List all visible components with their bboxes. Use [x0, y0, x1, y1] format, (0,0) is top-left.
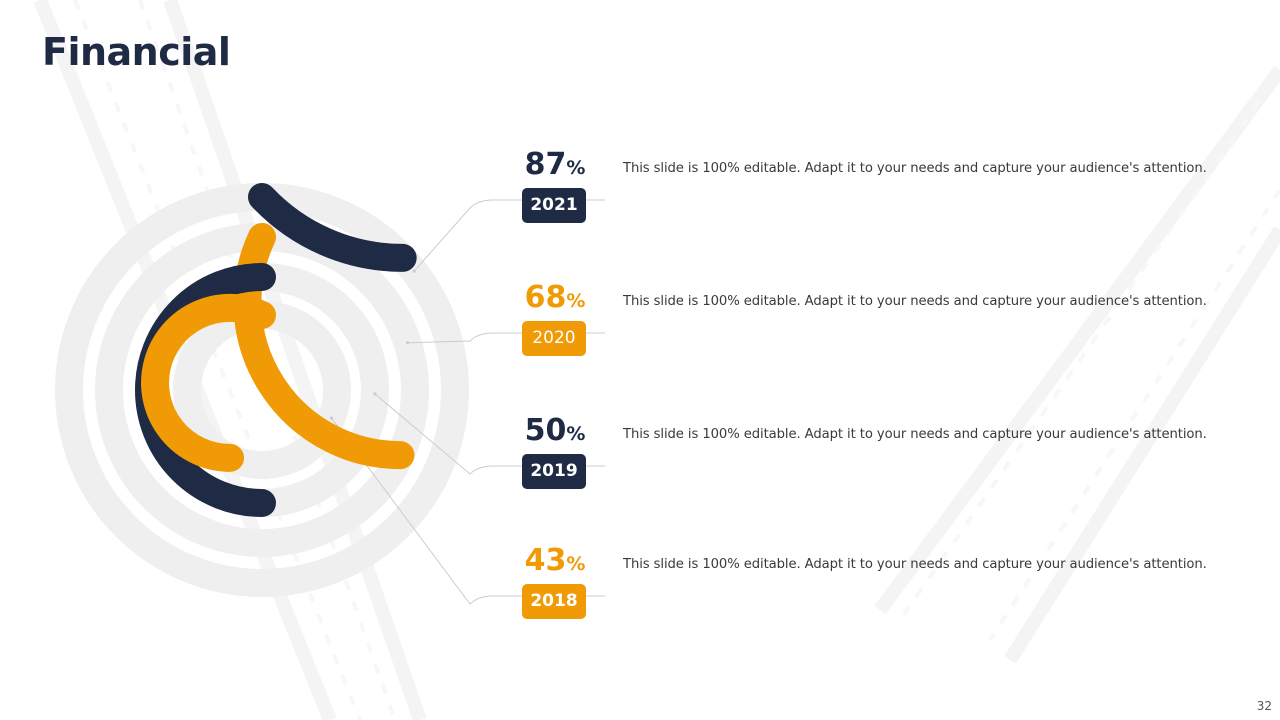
connector-line-2018: [331, 417, 605, 605]
year-badge: 2021: [522, 188, 586, 223]
percentage-number: 43: [524, 543, 567, 578]
ring-arc-2018: [141, 293, 276, 472]
percentage-sign: %: [566, 553, 586, 575]
legend-entry-2018: 43% 2018 This slide is 100% editable. Adap…: [500, 544, 1220, 654]
description-text: This slide is 100% editable. Adapt it to…: [623, 557, 1207, 572]
percentage-sign: %: [566, 157, 586, 179]
year-badge: 2018: [522, 584, 586, 619]
description-text: This slide is 100% editable. Adapt it to…: [623, 427, 1207, 442]
description-text: This slide is 100% editable. Adapt it to…: [623, 161, 1207, 176]
slide-title: Financial: [42, 30, 231, 74]
connector-end-2018: [329, 416, 334, 420]
connector-line-2021: [413, 199, 605, 272]
connector-end-2020: [405, 341, 410, 345]
connector-line-2020: [407, 332, 605, 344]
legend-entry-2021: 87% 2021 This slide is 100% editable. Adap…: [500, 148, 1220, 258]
connector-end-2021: [412, 269, 416, 273]
percentage-value: 68%: [500, 281, 610, 318]
percentage-value: 87%: [500, 148, 610, 185]
percentage-sign: %: [566, 290, 586, 312]
percentage-sign: %: [566, 423, 586, 445]
percentage-value: 50%: [500, 414, 610, 451]
percentage-number: 50: [524, 413, 567, 448]
legend-entry-2019: 50% 2019 This slide is 100% editable. Adap…: [500, 414, 1220, 524]
percentage-number: 87: [524, 147, 567, 182]
page-number: 32: [1256, 699, 1272, 713]
ring-arc-2021: [248, 183, 417, 272]
percentage-value: 43%: [500, 544, 610, 581]
legend-entry-2020: 68% 2020 This slide is 100% editable. Adap…: [500, 281, 1220, 391]
connector-line-2019: [374, 393, 605, 475]
percentage-number: 68: [524, 280, 567, 315]
description-text: This slide is 100% editable. Adapt it to…: [623, 294, 1207, 309]
connector-end-2019: [373, 392, 377, 396]
year-badge: 2019: [522, 454, 586, 489]
year-badge: 2020: [522, 321, 586, 356]
